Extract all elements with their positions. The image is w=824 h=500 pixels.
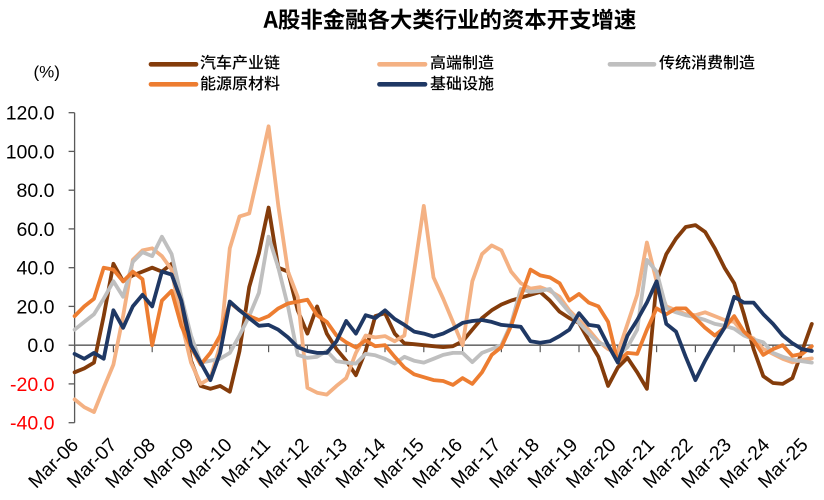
svg-text:20.0: 20.0 <box>17 296 55 318</box>
svg-text:40.0: 40.0 <box>17 258 55 280</box>
svg-text:120.0: 120.0 <box>6 103 55 125</box>
svg-text:-20.0: -20.0 <box>10 374 55 396</box>
svg-text:0.0: 0.0 <box>27 335 54 357</box>
svg-text:(%): (%) <box>34 63 60 82</box>
svg-text:-40.0: -40.0 <box>10 413 55 435</box>
svg-text:60.0: 60.0 <box>17 219 55 241</box>
svg-text:100.0: 100.0 <box>6 141 55 163</box>
svg-text:80.0: 80.0 <box>17 180 55 202</box>
